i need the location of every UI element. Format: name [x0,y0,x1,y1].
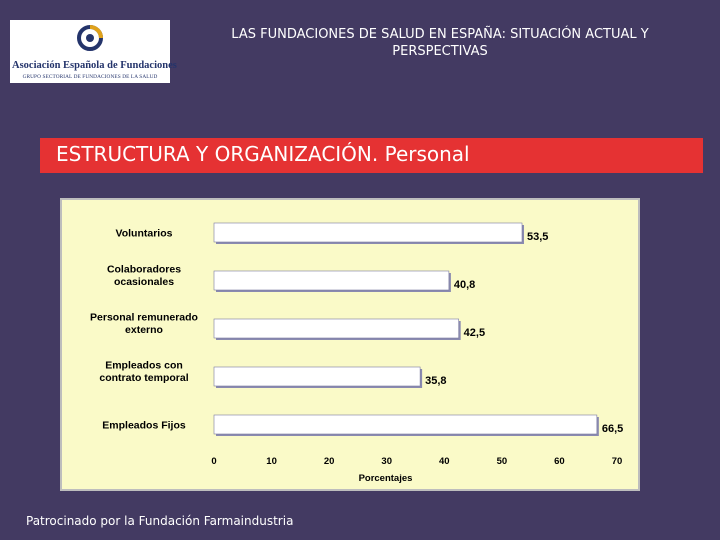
category-label-line: Personal remunerado [90,312,198,324]
x-tick-label: 40 [439,456,450,467]
bar [213,366,421,387]
bar-value-label: 42,5 [464,327,485,339]
category-label-line: Empleados con [105,360,183,372]
bar [213,222,523,243]
category-label-line: externo [125,324,163,336]
category-label: Empleados con contrato temporal [99,360,188,385]
category-label: Personal remunerado externo [90,312,198,337]
page-title: LAS FUNDACIONES DE SALUD EN ESPAÑA: SITU… [231,27,649,59]
bar-value-label: 35,8 [425,375,446,387]
x-axis-label: Porcentajes [359,473,413,484]
category-label-line: Empleados Fijos [102,420,186,432]
foundation-logo: Asociación Española de Fundaciones GRUPO… [10,20,177,83]
logo-subtitle: GRUPO SECTORIAL DE FUNDACIONES DE LA SAL… [22,74,158,80]
category-label: Voluntarios [116,228,173,240]
section-banner [40,138,703,173]
category-label-line: Colaboradores [107,264,181,276]
category-label: Colaboradores ocasionales [107,264,181,289]
x-tick-label: 70 [612,456,623,467]
bar [213,318,459,339]
chart-container: 53,5 Voluntarios 40,8 Colaboradores ocasiona… [60,198,640,491]
category-label: Empleados Fijos [102,420,186,432]
bar [213,270,450,291]
bar-value-label: 40,8 [454,279,475,291]
x-tick-label: 50 [497,456,508,467]
category-label-line: Voluntarios [116,228,173,240]
x-tick-label: 10 [266,456,277,467]
category-label-line: contrato temporal [99,372,188,384]
x-tick-label: 20 [324,456,335,467]
footer-sponsor: Patrocinado por la Fundación Farmaindust… [26,514,294,528]
x-tick-label: 30 [381,456,392,467]
bar-value-label: 53,5 [527,231,548,243]
bar [213,414,598,435]
bar-chart: 53,5 Voluntarios 40,8 Colaboradores ocasiona… [90,222,623,484]
logo-name: Asociación Española de Fundaciones [12,60,177,71]
foundation-emblem-icon [77,25,103,51]
x-tick-label: 0 [211,456,216,467]
x-tick-label: 60 [554,456,565,467]
bar-value-label: 66,5 [602,423,623,435]
section-title: ESTRUCTURA Y ORGANIZACIÓN. Personal [56,142,470,166]
category-label-line: ocasionales [114,276,174,288]
